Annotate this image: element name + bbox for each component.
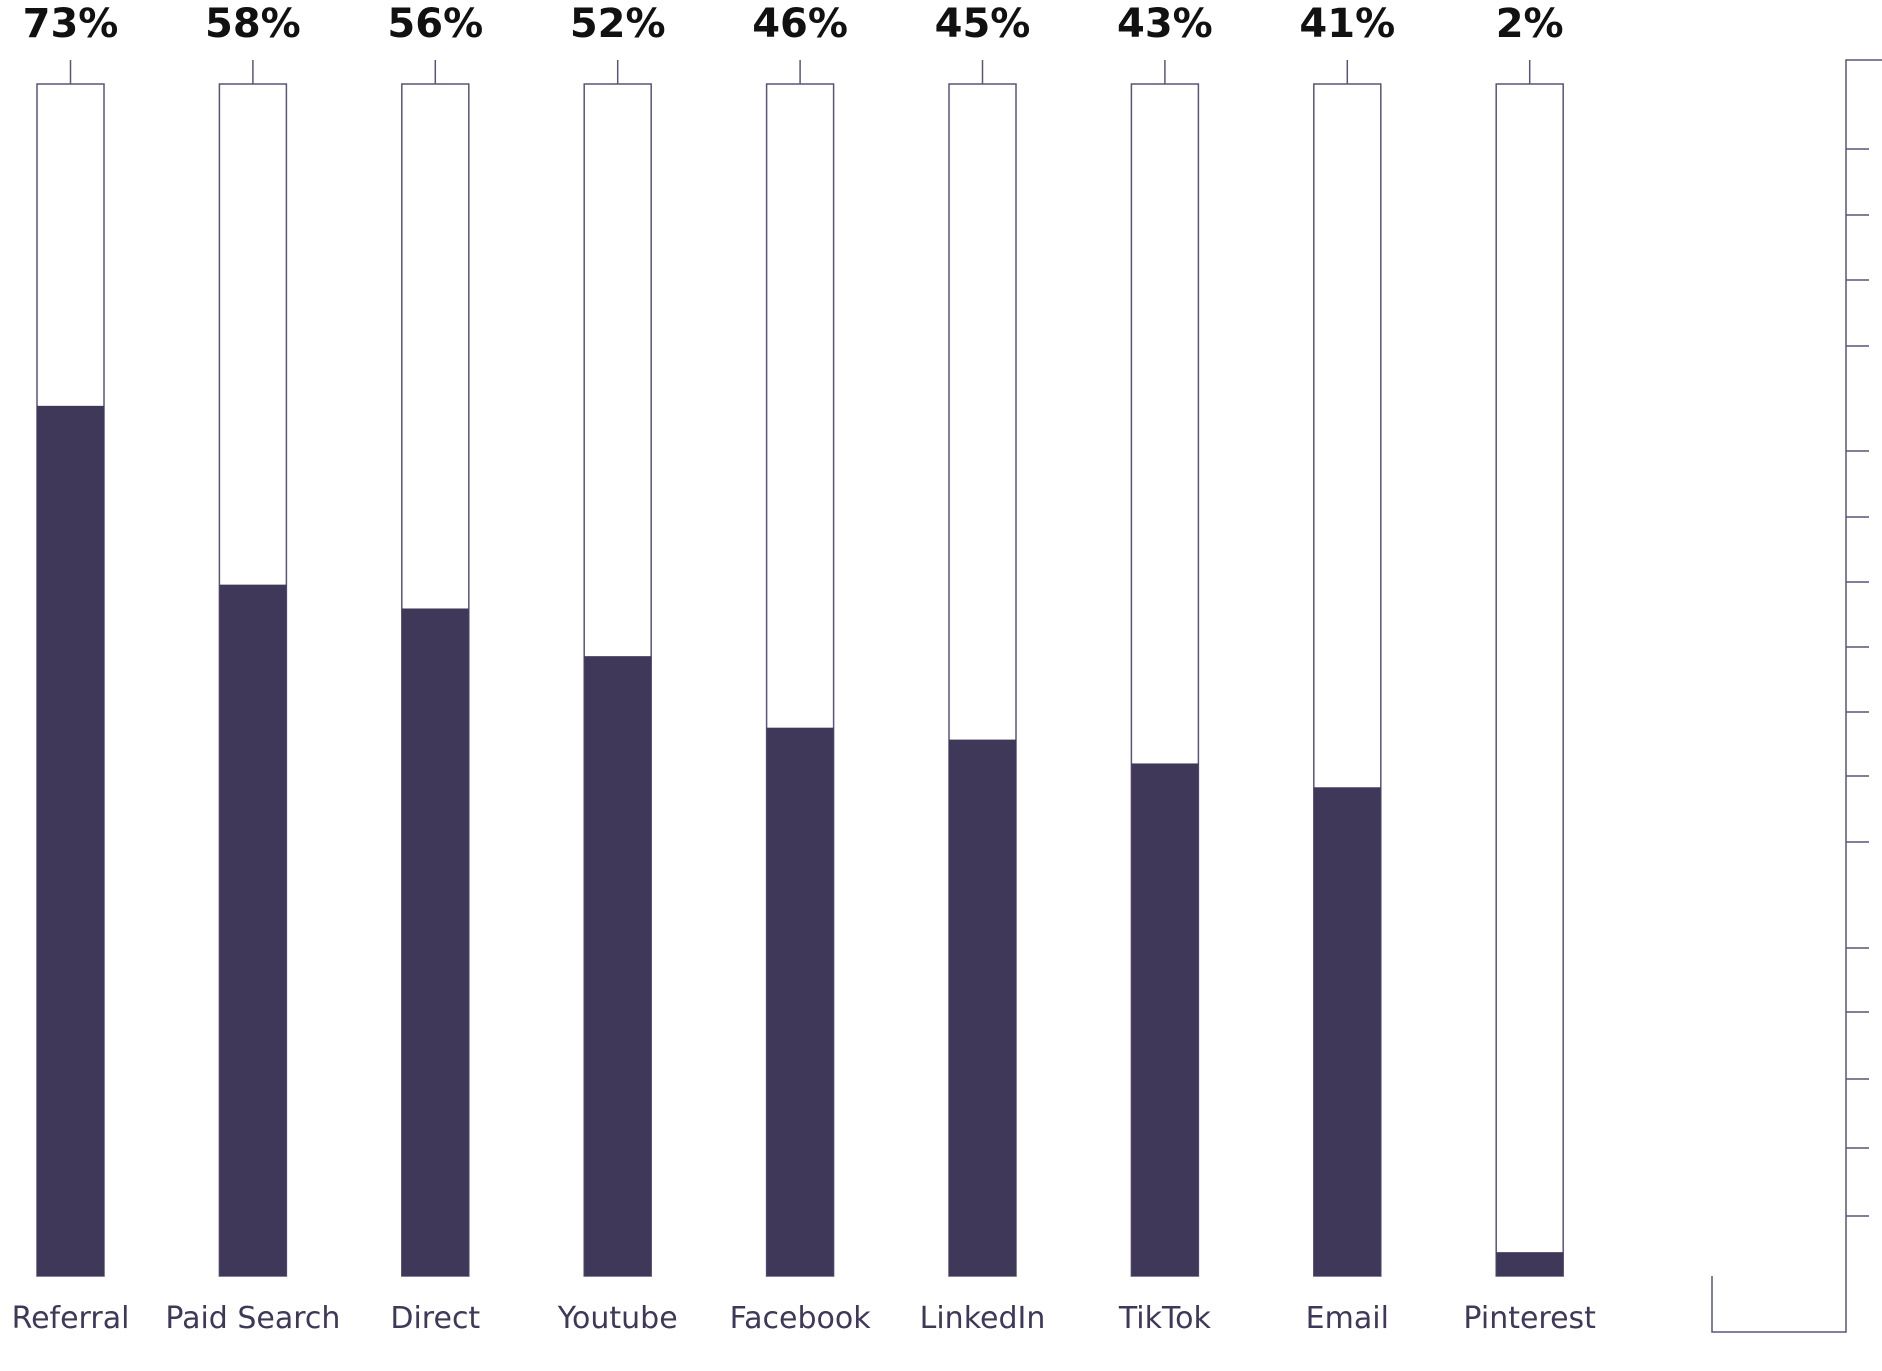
value-label: 2% [1495,1,1564,47]
x-tick-label: TikTok [1118,1301,1211,1336]
value-label: 46% [752,1,848,47]
x-tick-label: Paid Search [165,1301,341,1336]
x-tick-label: Pinterest [1463,1301,1596,1336]
x-tick-label: Email [1305,1301,1389,1336]
value-label: 41% [1299,1,1396,47]
value-label: 73% [22,1,119,47]
x-tick-label: LinkedIn [919,1301,1046,1336]
right-bracket [1711,59,1882,1333]
bar [1131,763,1199,1276]
value-label: 43% [1117,1,1213,47]
bar [766,727,834,1276]
x-tick-label: Direct [390,1301,481,1336]
bar [584,656,652,1276]
value-label: 52% [569,1,666,47]
x-tick-label: Referral [11,1301,130,1336]
x-tick-label: Facebook [729,1301,871,1336]
bar [1496,1252,1564,1276]
bar [37,405,104,1277]
bar [949,739,1016,1276]
value-label: 56% [387,1,484,47]
bar-track [1495,83,1564,1277]
bar [219,584,287,1276]
bar [1313,787,1381,1276]
value-label: 45% [934,1,1031,47]
x-tick-label: Youtube [557,1301,678,1336]
value-label: 58% [205,1,301,47]
bar [401,608,469,1276]
